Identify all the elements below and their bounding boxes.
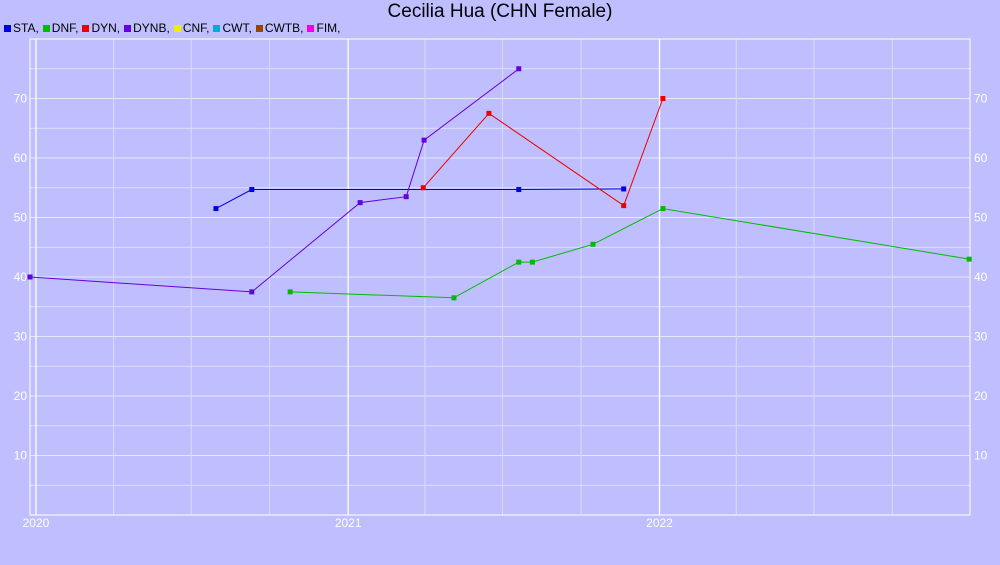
series-line-dyn (422, 98, 664, 207)
legend-item-dyn: DYN, (82, 21, 120, 35)
series-line-dynb (29, 68, 520, 293)
data-point-sta (213, 206, 219, 212)
data-point-sta (516, 187, 522, 193)
legend-label-cwtb: CWTB, (264, 21, 304, 35)
y-tick-label-left: 10 (14, 449, 28, 463)
legend-item-fim: FIM, (307, 21, 340, 35)
data-point-dynb (403, 194, 409, 200)
legend-swatch-cwt (213, 24, 221, 32)
data-point-dynb (357, 200, 363, 206)
y-tick-label-right: 10 (974, 449, 988, 463)
legend-label-fim: FIM, (316, 21, 341, 35)
y-tick-label-left: 20 (14, 389, 28, 403)
y-tick-label-right: 70 (974, 92, 988, 106)
data-point-dynb (27, 274, 33, 280)
data-point-dyn (486, 110, 492, 116)
y-tick-label-left: 50 (14, 211, 28, 225)
data-point-dnf (660, 206, 666, 212)
y-tick-label-right: 30 (974, 330, 988, 344)
series-line-dnf (290, 208, 970, 299)
legend-label-cnf: CNF, (182, 21, 210, 35)
legend-swatch-dnf (42, 24, 50, 32)
legend-swatch-cwtb (255, 24, 263, 32)
legend-label-dnf: DNF, (51, 21, 79, 35)
data-point-dnf (451, 295, 457, 301)
data-point-dnf (287, 289, 293, 295)
y-tick-label-left: 70 (14, 92, 28, 106)
legend-item-cwt: CWT, (213, 21, 252, 35)
legend-swatch-cnf (173, 24, 181, 32)
data-point-dynb (516, 66, 522, 72)
x-tick-label: 2020 (23, 516, 50, 530)
legend-item-cwtb: CWTB, (255, 21, 304, 35)
y-tick-label-left: 30 (14, 330, 28, 344)
y-tick-label-right: 50 (974, 211, 988, 225)
legend-swatch-fim (307, 24, 315, 32)
legend-swatch-sta (4, 24, 11, 32)
legend-swatch-dyn (82, 24, 90, 32)
data-point-dynb (421, 137, 427, 143)
data-point-dnf (516, 259, 522, 265)
legend-label-dynb: DYNB, (133, 21, 170, 35)
data-point-dyn (621, 203, 627, 209)
data-point-dnf (529, 259, 535, 265)
x-tick-label: 2022 (646, 516, 673, 530)
data-point-dnf (966, 256, 972, 262)
data-point-sta (621, 186, 627, 192)
legend-item-dnf: DNF, (42, 21, 79, 35)
data-point-dnf (590, 241, 596, 247)
y-tick-label-right: 40 (974, 270, 988, 284)
legend-label-dyn: DYN, (91, 21, 121, 35)
legend-label-cwt: CWT, (222, 21, 252, 35)
y-tick-label-right: 60 (974, 151, 988, 165)
x-tick-label: 2021 (335, 516, 362, 530)
data-point-dynb (249, 289, 255, 295)
data-point-dyn (660, 96, 666, 101)
data-point-dyn (420, 185, 426, 191)
legend: STA, DNF, DYN, DYNB, CNF, CWT, CWTB, FIM… (4, 20, 344, 36)
series-line-sta (215, 188, 624, 210)
legend-label-sta: STA, (13, 21, 39, 35)
data-point-sta (249, 187, 255, 193)
legend-item-cnf: CNF, (173, 21, 210, 35)
y-tick-label-right: 20 (974, 389, 988, 403)
legend-item-dynb: DYNB, (124, 21, 170, 35)
legend-item-sta: STA, (4, 21, 39, 35)
chart-title: Cecilia Hua (CHN Female) (387, 1, 613, 22)
y-tick-label-left: 60 (14, 151, 28, 165)
y-tick-label-left: 40 (14, 270, 28, 284)
legend-swatch-dynb (124, 24, 132, 32)
